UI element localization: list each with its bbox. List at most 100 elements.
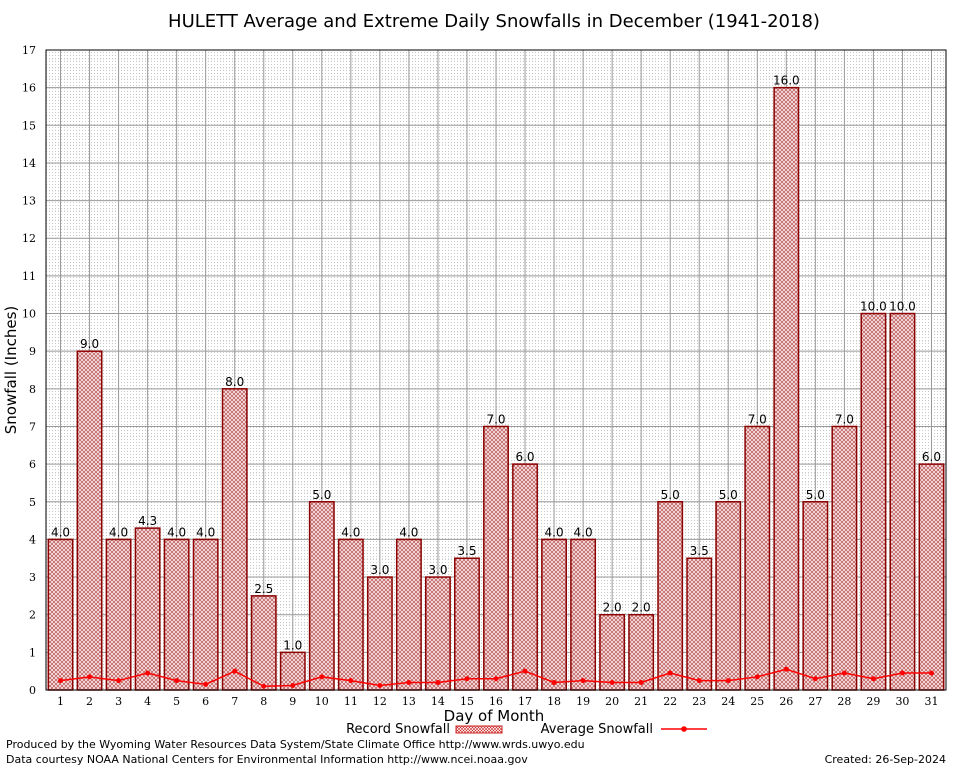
record-bar — [366, 576, 393, 691]
bar-value-label: 4.0 — [109, 525, 128, 539]
average-point — [841, 670, 847, 676]
record-bar — [424, 576, 451, 691]
y-axis-label: Snowfall (Inches) — [2, 306, 20, 434]
x-tick-label: 30 — [895, 695, 909, 708]
x-tick-label: 24 — [721, 695, 735, 708]
y-tick-label: 3 — [29, 571, 36, 584]
y-tick-label: 12 — [22, 232, 36, 245]
legend-average-label: Average Snowfall — [541, 722, 653, 737]
average-point — [725, 678, 731, 684]
x-tick-label: 23 — [692, 695, 706, 708]
x-tick-label: 9 — [289, 695, 296, 708]
average-point — [928, 670, 934, 676]
chart-title: HULETT Average and Extreme Daily Snowfal… — [168, 11, 820, 32]
average-point — [899, 670, 905, 676]
y-tick-label: 7 — [29, 420, 36, 433]
x-tick-label: 2 — [86, 695, 93, 708]
y-tick-label: 1 — [29, 646, 36, 659]
bar-value-label: 4.0 — [399, 525, 418, 539]
y-tick-label: 11 — [22, 270, 36, 283]
bar-value-label: 5.0 — [312, 488, 331, 502]
x-tick-label: 1 — [57, 695, 64, 708]
record-bar — [802, 501, 829, 691]
average-point — [87, 674, 93, 680]
y-tick-label: 16 — [22, 82, 36, 95]
bar-value-label: 8.0 — [225, 375, 244, 389]
legend-record-label: Record Snowfall — [346, 722, 450, 737]
bar-value-label: 7.0 — [748, 412, 767, 426]
bar-value-label: 4.0 — [196, 525, 215, 539]
bar-value-label: 10.0 — [860, 300, 887, 314]
record-bar — [715, 501, 742, 691]
bar-value-label: 9.0 — [80, 337, 99, 351]
x-tick-label: 7 — [231, 695, 238, 708]
record-bar — [250, 595, 277, 691]
x-tick-label: 16 — [489, 695, 503, 708]
y-tick-label: 6 — [29, 458, 36, 471]
bar-value-label: 3.0 — [370, 563, 389, 577]
bar-value-label: 5.0 — [661, 488, 680, 502]
x-tick-label: 12 — [373, 695, 387, 708]
y-tick-label: 9 — [29, 345, 36, 358]
x-axis-label: Day of Month — [444, 707, 545, 725]
record-bar — [134, 527, 161, 691]
record-bar — [686, 557, 713, 691]
record-bar — [395, 538, 422, 691]
legend-record-swatch — [455, 725, 503, 734]
x-tick-label: 14 — [431, 695, 445, 708]
x-tick-label: 3 — [115, 695, 122, 708]
bar-value-label: 2.0 — [632, 601, 651, 615]
record-bar — [454, 557, 480, 691]
y-tick-label: 13 — [22, 195, 36, 208]
average-point — [406, 679, 412, 685]
record-bar — [541, 538, 568, 691]
x-tick-label: 19 — [576, 695, 590, 708]
x-tick-label: 22 — [663, 695, 677, 708]
bar-value-label: 5.0 — [806, 488, 825, 502]
legend-average-marker — [681, 726, 687, 732]
bar-value-label: 6.0 — [515, 450, 534, 464]
average-point — [116, 678, 122, 684]
average-point — [812, 676, 818, 682]
record-bar — [76, 350, 103, 691]
average-point — [493, 676, 499, 682]
average-point — [203, 681, 209, 687]
average-point — [522, 668, 528, 674]
bar-value-label: 4.0 — [51, 525, 70, 539]
record-bar — [831, 425, 858, 691]
record-bar — [773, 86, 800, 691]
plot-frame — [45, 49, 947, 691]
y-tick-label: 14 — [22, 157, 36, 170]
average-point — [667, 670, 673, 676]
bar-value-label: 4.0 — [545, 525, 564, 539]
record-bars — [47, 86, 945, 691]
bar-value-labels: 4.0 9.0 4.0 4.3 4.0 4.0 8.0 2.5 1.0 5.0 4.0 3.0 4.0 3… — [51, 74, 941, 653]
average-point — [145, 670, 151, 676]
y-tick-label: 2 — [29, 609, 36, 622]
bar-value-label: 4.0 — [341, 525, 360, 539]
x-tick-label: 5 — [173, 695, 180, 708]
bar-value-label: 4.3 — [138, 514, 157, 528]
x-tick-label: 18 — [547, 695, 561, 708]
y-tick-label: 15 — [22, 119, 36, 132]
bar-value-label: 3.5 — [457, 544, 476, 558]
record-bar — [570, 538, 597, 691]
x-tick-label: 10 — [315, 695, 329, 708]
record-bar — [192, 538, 219, 691]
x-tick-label: 21 — [634, 695, 648, 708]
average-point — [319, 674, 325, 680]
average-point — [232, 668, 238, 674]
record-bar — [860, 312, 887, 691]
footer-produced-by: Produced by the Wyoming Water Resources … — [6, 738, 585, 751]
x-tick-label: 6 — [202, 695, 209, 708]
average-point — [464, 676, 470, 682]
record-bar — [657, 501, 684, 691]
y-tick-label: 5 — [29, 496, 36, 509]
x-tick-label: 28 — [837, 695, 851, 708]
record-bar — [163, 538, 190, 691]
record-bar — [628, 613, 655, 691]
average-point — [754, 674, 760, 680]
x-tick-label: 4 — [144, 695, 151, 708]
average-point — [348, 678, 354, 684]
